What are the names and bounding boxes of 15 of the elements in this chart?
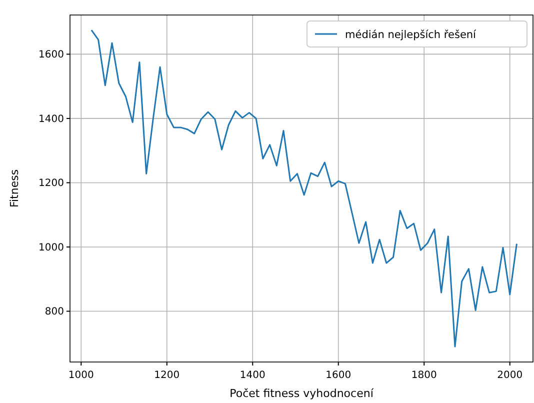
x-tick-label: 1000: [68, 370, 94, 381]
x-tick-label: 2000: [497, 370, 523, 381]
x-tick-label: 1400: [240, 370, 266, 381]
x-tick-label: 1200: [154, 370, 180, 381]
y-tick-label: 1200: [38, 178, 64, 190]
line-series: [90, 29, 518, 348]
x-axis-title: Počet fitness vyhodnocení: [230, 387, 374, 400]
y-tick-label: 1000: [38, 242, 64, 254]
y-tick-label: 800: [44, 306, 64, 318]
y-tick-label: 1600: [38, 50, 64, 61]
x-tick-label: 1600: [326, 370, 352, 381]
y-tick-label: 1400: [38, 114, 64, 125]
legend-label: médián nejlepších řešení: [345, 29, 478, 41]
y-axis-title: Fitness: [8, 169, 21, 208]
x-tick-label: 1800: [411, 370, 437, 381]
